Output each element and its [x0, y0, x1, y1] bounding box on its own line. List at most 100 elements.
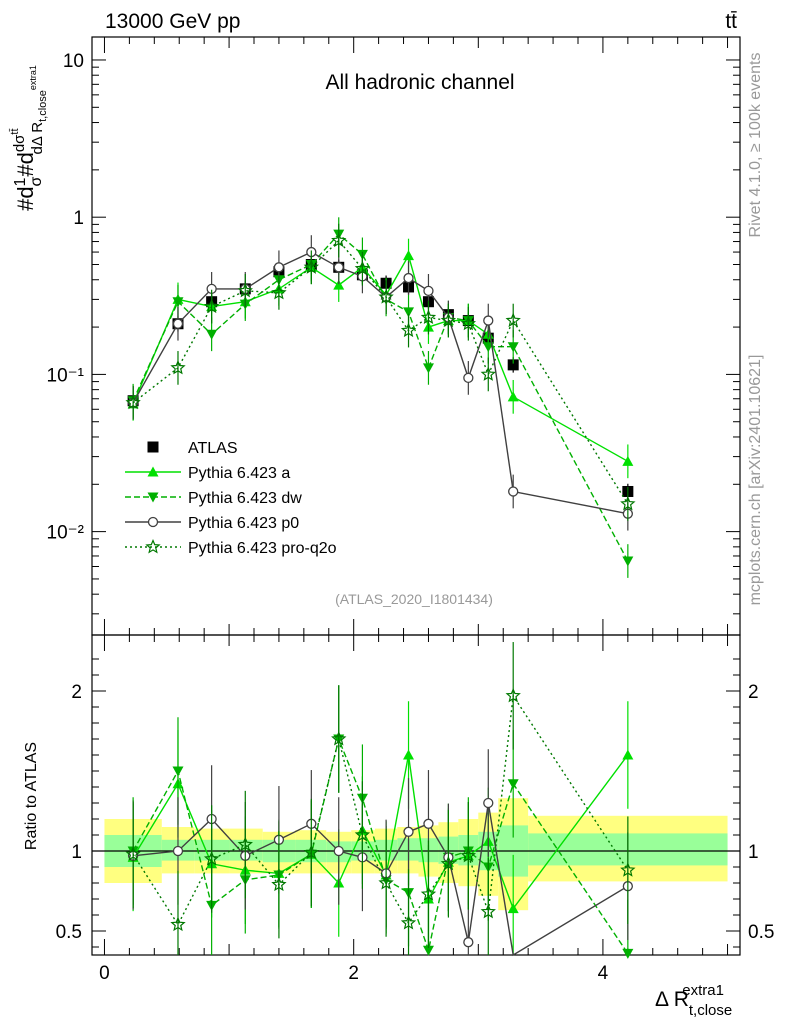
data-point: [622, 556, 634, 567]
band-inner-segment: [229, 839, 263, 861]
legend-entry: Pythia 6.423 dw: [125, 490, 302, 507]
data-point: [403, 250, 415, 261]
data-point: [622, 749, 634, 760]
data-point: [331, 232, 347, 248]
data-point: [400, 322, 417, 338]
legend-entry: ATLAS: [147, 440, 238, 457]
data-point: [170, 916, 186, 932]
data-point: [354, 826, 371, 842]
main-series-pythia-6-423-pro-q2o: [125, 223, 636, 521]
data-point: [172, 318, 184, 329]
legend-label: Pythia 6.423 dw: [188, 490, 302, 507]
legend-marker: [145, 538, 161, 554]
ratio-y-tick-label: 2: [71, 682, 82, 703]
data-point: [440, 855, 457, 871]
data-point: [203, 850, 220, 866]
analysis-id-label: (ATLAS_2020_I1801434): [335, 591, 493, 607]
data-point: [333, 279, 345, 290]
legend: ATLAS Pythia 6.423 a Pythia 6.423 dw Pythia…: [125, 440, 337, 557]
data-point: [172, 845, 184, 857]
legend-entry: Pythia 6.423 p0: [125, 515, 299, 532]
legend-label: ATLAS: [188, 440, 238, 457]
main-y-axis-label: #d1σ#ddσtt̄ dΔ Rt,closeextra1: [9, 65, 49, 211]
data-point: [403, 749, 415, 760]
data-point: [480, 903, 496, 919]
series-line: [132, 693, 629, 927]
series-line: [132, 736, 629, 954]
data-point: [505, 312, 521, 328]
main-y-tick-label: 10⁻¹: [47, 365, 85, 386]
data-point: [271, 876, 287, 892]
band-inner-segment: [397, 838, 419, 861]
ratio-plot-frame: [91, 634, 741, 956]
axes-layer: 10⁻² 10⁻¹ 1 10 0.5 0.5 1 1 2 2 0 2 4: [47, 36, 774, 984]
main-series-pythia-6-423-p0: [127, 235, 633, 531]
ratio-y-tick-label: 0.5: [56, 922, 82, 943]
legend-label: Pythia 6.423 p0: [188, 515, 299, 532]
data-point: [273, 262, 285, 273]
data-point: [423, 285, 434, 296]
data-point: [125, 846, 141, 861]
legend-marker: [147, 466, 159, 477]
x-tick-label: 4: [598, 963, 609, 984]
data-point: [237, 282, 253, 298]
data-point: [422, 945, 434, 956]
series-line: [132, 253, 629, 462]
data-point: [378, 874, 394, 890]
data-point: [483, 797, 494, 809]
data-point: [203, 298, 220, 314]
x-axis-label: Δ Rt,closeextra1: [655, 982, 732, 1019]
series-line: [133, 802, 629, 957]
data-point: [507, 359, 519, 371]
data-point: [505, 687, 521, 703]
data-point: [420, 886, 437, 901]
data-point: [271, 284, 287, 300]
data-point: [622, 948, 634, 959]
data-point: [400, 914, 417, 930]
data-point: [125, 394, 141, 410]
data-point: [463, 937, 474, 948]
data-point: [440, 312, 457, 328]
data-point: [237, 836, 253, 852]
legend-entry: Pythia 6.423 a: [125, 465, 290, 482]
data-point: [172, 297, 184, 308]
data-point: [460, 847, 477, 863]
series-layer: [125, 217, 636, 959]
main-y-tick-label: 10⁻²: [47, 523, 85, 544]
series-line: [132, 233, 629, 562]
data-point: [303, 259, 319, 274]
data-point: [303, 844, 319, 860]
legend-marker: [147, 441, 159, 453]
data-point: [507, 903, 519, 914]
data-point: [170, 359, 186, 375]
svg-text:#d1σ#ddσtt̄dΔ Rt,closeextra1: #d1σ#ddσtt̄ dΔ Rt,closeextra1: [9, 65, 49, 211]
data-point: [460, 315, 477, 331]
data-point: [333, 262, 344, 273]
data-point: [622, 455, 634, 466]
data-point: [354, 260, 371, 276]
channel-title: All hadronic channel: [325, 71, 514, 94]
ratio-series-pythia-6-423-pro-q2o: [125, 642, 636, 955]
mcplots-label: mcplots.cern.ch [arXiv:2401.10621]: [747, 355, 764, 606]
data-point: [507, 779, 519, 790]
energy-label: 13000 GeV pp: [105, 10, 240, 33]
series-line: [132, 754, 629, 911]
data-point: [482, 342, 494, 353]
series-line: [132, 239, 629, 505]
legend-entry: Pythia 6.423 pro-q2o: [125, 538, 337, 557]
legend-label: Pythia 6.423 pro-q2o: [188, 540, 337, 557]
data-point: [331, 730, 347, 746]
data-point: [420, 309, 437, 325]
series-line: [132, 251, 628, 515]
data-point: [403, 826, 414, 837]
ratio-y-axis-label: Ratio to ATLAS: [23, 742, 40, 850]
data-point: [378, 289, 394, 304]
x-tick-label: 0: [99, 963, 110, 984]
data-point: [507, 391, 519, 402]
svg-text:Δ Rt,closeextra1: Δ Rt,closeextra1: [655, 982, 732, 1019]
data-point: [480, 366, 496, 381]
data-point: [422, 363, 434, 374]
x-tick-label: 2: [348, 963, 359, 984]
data-point: [507, 342, 519, 353]
